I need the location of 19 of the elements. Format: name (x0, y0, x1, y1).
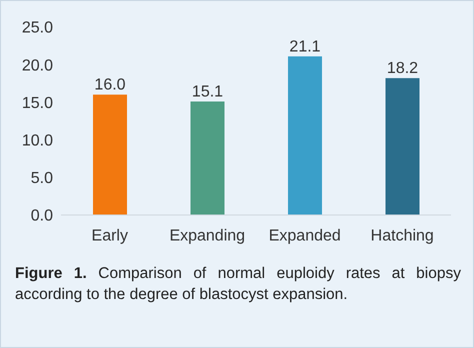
x-tick-label: Expanded (268, 227, 341, 244)
y-tick-label: 10.0 (22, 132, 54, 150)
y-tick-label: 5.0 (30, 170, 54, 188)
data-label: 16.0 (94, 76, 126, 94)
x-tick-label: Expanding (169, 227, 246, 244)
caption: Figure 1. Comparison of normal euploidy rates at biopsy according to the degree of blastocyst expansion. (15, 264, 461, 305)
bar (386, 78, 420, 215)
x-tick-label: Hatching (370, 227, 434, 244)
data-label: 21.1 (289, 38, 321, 56)
y-tick-label: 15.0 (22, 94, 54, 112)
y-tick-label: 25.0 (22, 20, 54, 37)
bar (190, 101, 224, 215)
data-label: 18.2 (386, 60, 418, 78)
bar (93, 94, 127, 215)
y-tick-label: 0.0 (30, 208, 54, 225)
x-tick-label: Early (92, 227, 128, 244)
y-tick-label: 20.0 (22, 57, 54, 74)
data-label: 15.1 (192, 83, 224, 100)
bar (288, 56, 322, 215)
